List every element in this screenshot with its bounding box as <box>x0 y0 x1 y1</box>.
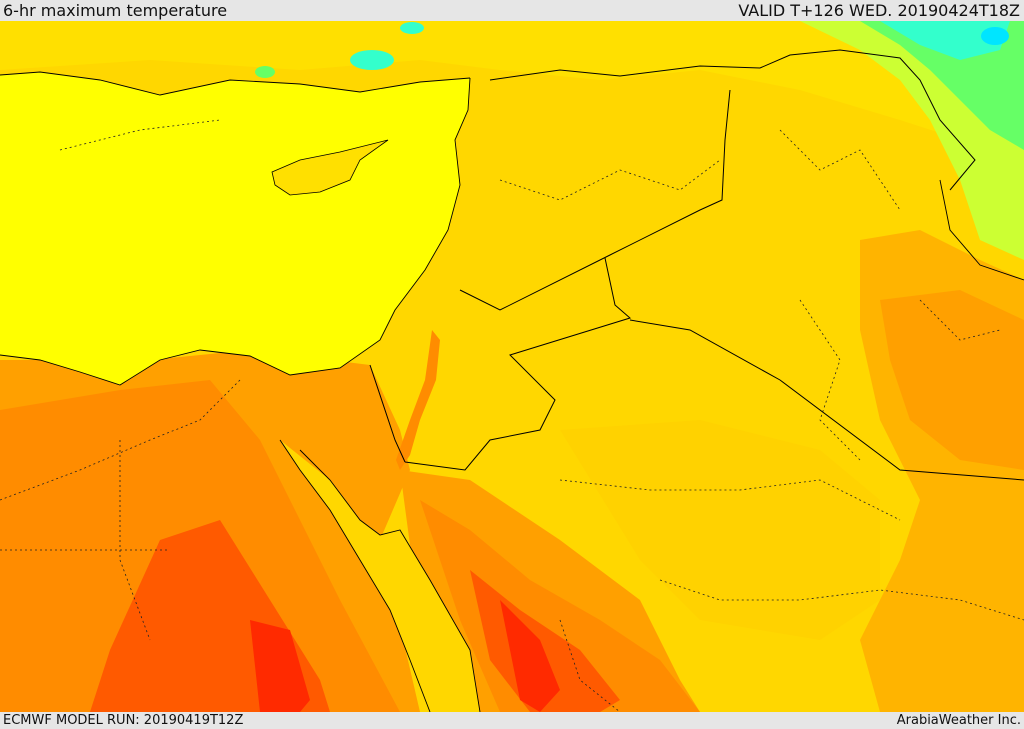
egypt-red-zone <box>250 620 310 712</box>
cool-patch-cyan-small <box>981 27 1009 45</box>
mediterranean-coastline <box>0 77 471 386</box>
cool-zone-cyan <box>880 21 1010 60</box>
national-borders <box>369 49 1024 481</box>
cool-patch-north-2 <box>255 66 275 78</box>
saudi-red-core <box>500 600 560 712</box>
gulf-coastline <box>939 179 1024 281</box>
north-land-yellow <box>0 21 1024 160</box>
map-title: 6-hr maximum temperature <box>3 1 228 20</box>
map-header: 6-hr maximum temperature VALID T+126 WED… <box>0 0 1024 21</box>
north-coastline <box>0 71 471 96</box>
red-sea-coastline <box>279 439 481 712</box>
cool-patch-north-1 <box>350 50 394 70</box>
model-run-label: ECMWF MODEL RUN: 20190419T12Z <box>3 713 244 728</box>
saudi-west-red-zone <box>470 570 620 712</box>
saudi-interior-zone <box>560 420 880 640</box>
map-footer: ECMWF MODEL RUN: 20190419T12Z ArabiaWeat… <box>0 712 1024 729</box>
credit-label: ArabiaWeather Inc. <box>896 713 1021 728</box>
red-sea <box>280 440 480 712</box>
internal-borders <box>0 119 1024 712</box>
east-dark-orange-zone <box>880 290 1024 470</box>
valid-time-label: VALID T+126 WED. 20190424T18Z <box>738 1 1020 20</box>
temperature-map <box>0 21 1024 712</box>
cool-patch-north-3 <box>400 22 424 34</box>
cyprus-island <box>271 139 389 196</box>
jordan-valley <box>396 330 440 470</box>
